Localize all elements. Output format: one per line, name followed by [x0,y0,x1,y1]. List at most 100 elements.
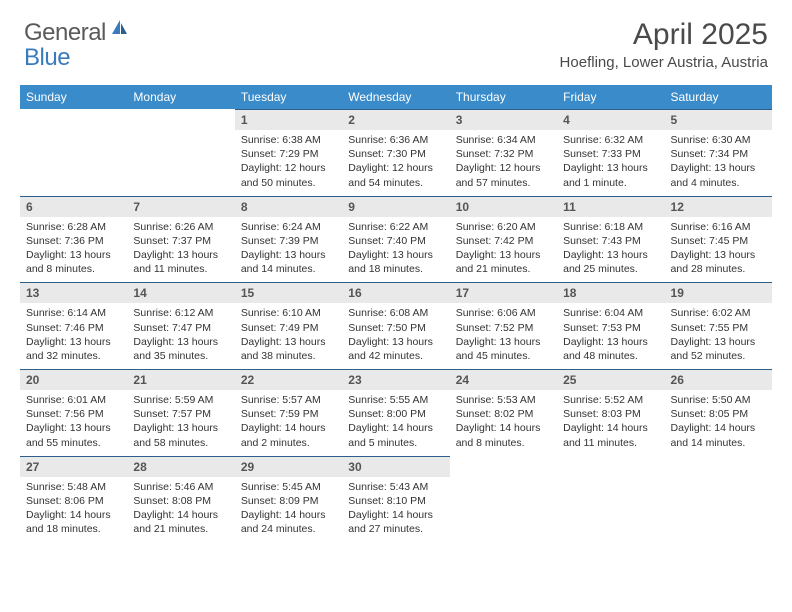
daylight-text: Daylight: 14 hours and 2 minutes. [241,421,336,449]
day-header: Thursday [450,85,557,109]
daylight-text: Daylight: 13 hours and 58 minutes. [133,421,228,449]
day-content: Sunrise: 6:26 AMSunset: 7:37 PMDaylight:… [127,217,234,283]
day-content: Sunrise: 5:55 AMSunset: 8:00 PMDaylight:… [342,390,449,456]
sunrise-text: Sunrise: 6:08 AM [348,306,443,320]
day-header: Monday [127,85,234,109]
sunset-text: Sunset: 7:29 PM [241,147,336,161]
daylight-text: Daylight: 13 hours and 55 minutes. [26,421,121,449]
sunset-text: Sunset: 7:36 PM [26,234,121,248]
calendar-cell: 11Sunrise: 6:18 AMSunset: 7:43 PMDayligh… [557,196,664,283]
daylight-text: Daylight: 13 hours and 1 minute. [563,161,658,189]
sunrise-text: Sunrise: 5:50 AM [671,393,766,407]
day-content: Sunrise: 5:50 AMSunset: 8:05 PMDaylight:… [665,390,772,456]
daylight-text: Daylight: 14 hours and 18 minutes. [26,508,121,536]
day-number: 18 [557,282,664,303]
logo-sail-icon [110,18,130,41]
day-content: Sunrise: 5:45 AMSunset: 8:09 PMDaylight:… [235,477,342,543]
day-content: Sunrise: 6:12 AMSunset: 7:47 PMDaylight:… [127,303,234,369]
day-header-row: Sunday Monday Tuesday Wednesday Thursday… [20,85,772,109]
calendar-head: Sunday Monday Tuesday Wednesday Thursday… [20,85,772,109]
sunrise-text: Sunrise: 5:55 AM [348,393,443,407]
day-number: 30 [342,456,449,477]
sunset-text: Sunset: 7:47 PM [133,321,228,335]
day-content: Sunrise: 6:20 AMSunset: 7:42 PMDaylight:… [450,217,557,283]
day-number: 24 [450,369,557,390]
sunrise-text: Sunrise: 6:32 AM [563,133,658,147]
day-number: 28 [127,456,234,477]
sunrise-text: Sunrise: 6:14 AM [26,306,121,320]
sunrise-text: Sunrise: 6:24 AM [241,220,336,234]
sunrise-text: Sunrise: 6:36 AM [348,133,443,147]
sunrise-text: Sunrise: 6:06 AM [456,306,551,320]
day-number: 19 [665,282,772,303]
day-content: Sunrise: 5:53 AMSunset: 8:02 PMDaylight:… [450,390,557,456]
daylight-text: Daylight: 13 hours and 52 minutes. [671,335,766,363]
day-number: 21 [127,369,234,390]
calendar-week: 20Sunrise: 6:01 AMSunset: 7:56 PMDayligh… [20,369,772,456]
sunset-text: Sunset: 7:39 PM [241,234,336,248]
day-content: Sunrise: 6:22 AMSunset: 7:40 PMDaylight:… [342,217,449,283]
daylight-text: Daylight: 13 hours and 48 minutes. [563,335,658,363]
calendar-cell: 5Sunrise: 6:30 AMSunset: 7:34 PMDaylight… [665,109,772,196]
sunrise-text: Sunrise: 5:45 AM [241,480,336,494]
daylight-text: Daylight: 13 hours and 18 minutes. [348,248,443,276]
calendar-cell: 23Sunrise: 5:55 AMSunset: 8:00 PMDayligh… [342,369,449,456]
calendar-cell: 9Sunrise: 6:22 AMSunset: 7:40 PMDaylight… [342,196,449,283]
sunset-text: Sunset: 7:42 PM [456,234,551,248]
calendar-cell: . [127,109,234,196]
sunrise-text: Sunrise: 6:20 AM [456,220,551,234]
sunset-text: Sunset: 7:34 PM [671,147,766,161]
sunset-text: Sunset: 7:55 PM [671,321,766,335]
calendar-cell: . [450,456,557,543]
daylight-text: Daylight: 13 hours and 35 minutes. [133,335,228,363]
month-title: April 2025 [560,18,768,52]
day-content: Sunrise: 6:06 AMSunset: 7:52 PMDaylight:… [450,303,557,369]
sunrise-text: Sunrise: 6:30 AM [671,133,766,147]
day-content: Sunrise: 6:02 AMSunset: 7:55 PMDaylight:… [665,303,772,369]
day-content: Sunrise: 6:01 AMSunset: 7:56 PMDaylight:… [20,390,127,456]
daylight-text: Daylight: 13 hours and 14 minutes. [241,248,336,276]
calendar-cell: 13Sunrise: 6:14 AMSunset: 7:46 PMDayligh… [20,282,127,369]
calendar-cell: 19Sunrise: 6:02 AMSunset: 7:55 PMDayligh… [665,282,772,369]
day-content: Sunrise: 6:30 AMSunset: 7:34 PMDaylight:… [665,130,772,196]
calendar-cell: 20Sunrise: 6:01 AMSunset: 7:56 PMDayligh… [20,369,127,456]
day-number: 1 [235,109,342,130]
logo-text-blue-wrap: Blue [24,44,70,72]
day-number: 3 [450,109,557,130]
day-content: Sunrise: 6:36 AMSunset: 7:30 PMDaylight:… [342,130,449,196]
day-number: 2 [342,109,449,130]
day-number: 13 [20,282,127,303]
calendar-cell: . [665,456,772,543]
calendar-cell: 12Sunrise: 6:16 AMSunset: 7:45 PMDayligh… [665,196,772,283]
day-content: Sunrise: 6:32 AMSunset: 7:33 PMDaylight:… [557,130,664,196]
day-number: 6 [20,196,127,217]
day-header: Friday [557,85,664,109]
day-header: Wednesday [342,85,449,109]
day-content: Sunrise: 6:34 AMSunset: 7:32 PMDaylight:… [450,130,557,196]
day-number: 16 [342,282,449,303]
day-number: 22 [235,369,342,390]
calendar-cell: 18Sunrise: 6:04 AMSunset: 7:53 PMDayligh… [557,282,664,369]
day-content: Sunrise: 6:24 AMSunset: 7:39 PMDaylight:… [235,217,342,283]
calendar-body: ..1Sunrise: 6:38 AMSunset: 7:29 PMDaylig… [20,109,772,542]
calendar-cell: 16Sunrise: 6:08 AMSunset: 7:50 PMDayligh… [342,282,449,369]
sunrise-text: Sunrise: 5:53 AM [456,393,551,407]
calendar-cell: 14Sunrise: 6:12 AMSunset: 7:47 PMDayligh… [127,282,234,369]
calendar-cell: 30Sunrise: 5:43 AMSunset: 8:10 PMDayligh… [342,456,449,543]
title-block: April 2025 Hoefling, Lower Austria, Aust… [560,18,768,71]
page-header: General April 2025 Hoefling, Lower Austr… [0,0,792,77]
sunrise-text: Sunrise: 6:26 AM [133,220,228,234]
logo-text-blue: Blue [24,44,70,71]
calendar-cell: 17Sunrise: 6:06 AMSunset: 7:52 PMDayligh… [450,282,557,369]
day-number: 12 [665,196,772,217]
daylight-text: Daylight: 13 hours and 4 minutes. [671,161,766,189]
sunset-text: Sunset: 7:53 PM [563,321,658,335]
calendar-table: Sunday Monday Tuesday Wednesday Thursday… [20,85,772,542]
daylight-text: Daylight: 14 hours and 14 minutes. [671,421,766,449]
sunrise-text: Sunrise: 5:43 AM [348,480,443,494]
sunset-text: Sunset: 7:50 PM [348,321,443,335]
calendar-cell: 22Sunrise: 5:57 AMSunset: 7:59 PMDayligh… [235,369,342,456]
sunset-text: Sunset: 7:37 PM [133,234,228,248]
sunrise-text: Sunrise: 6:34 AM [456,133,551,147]
sunrise-text: Sunrise: 5:52 AM [563,393,658,407]
